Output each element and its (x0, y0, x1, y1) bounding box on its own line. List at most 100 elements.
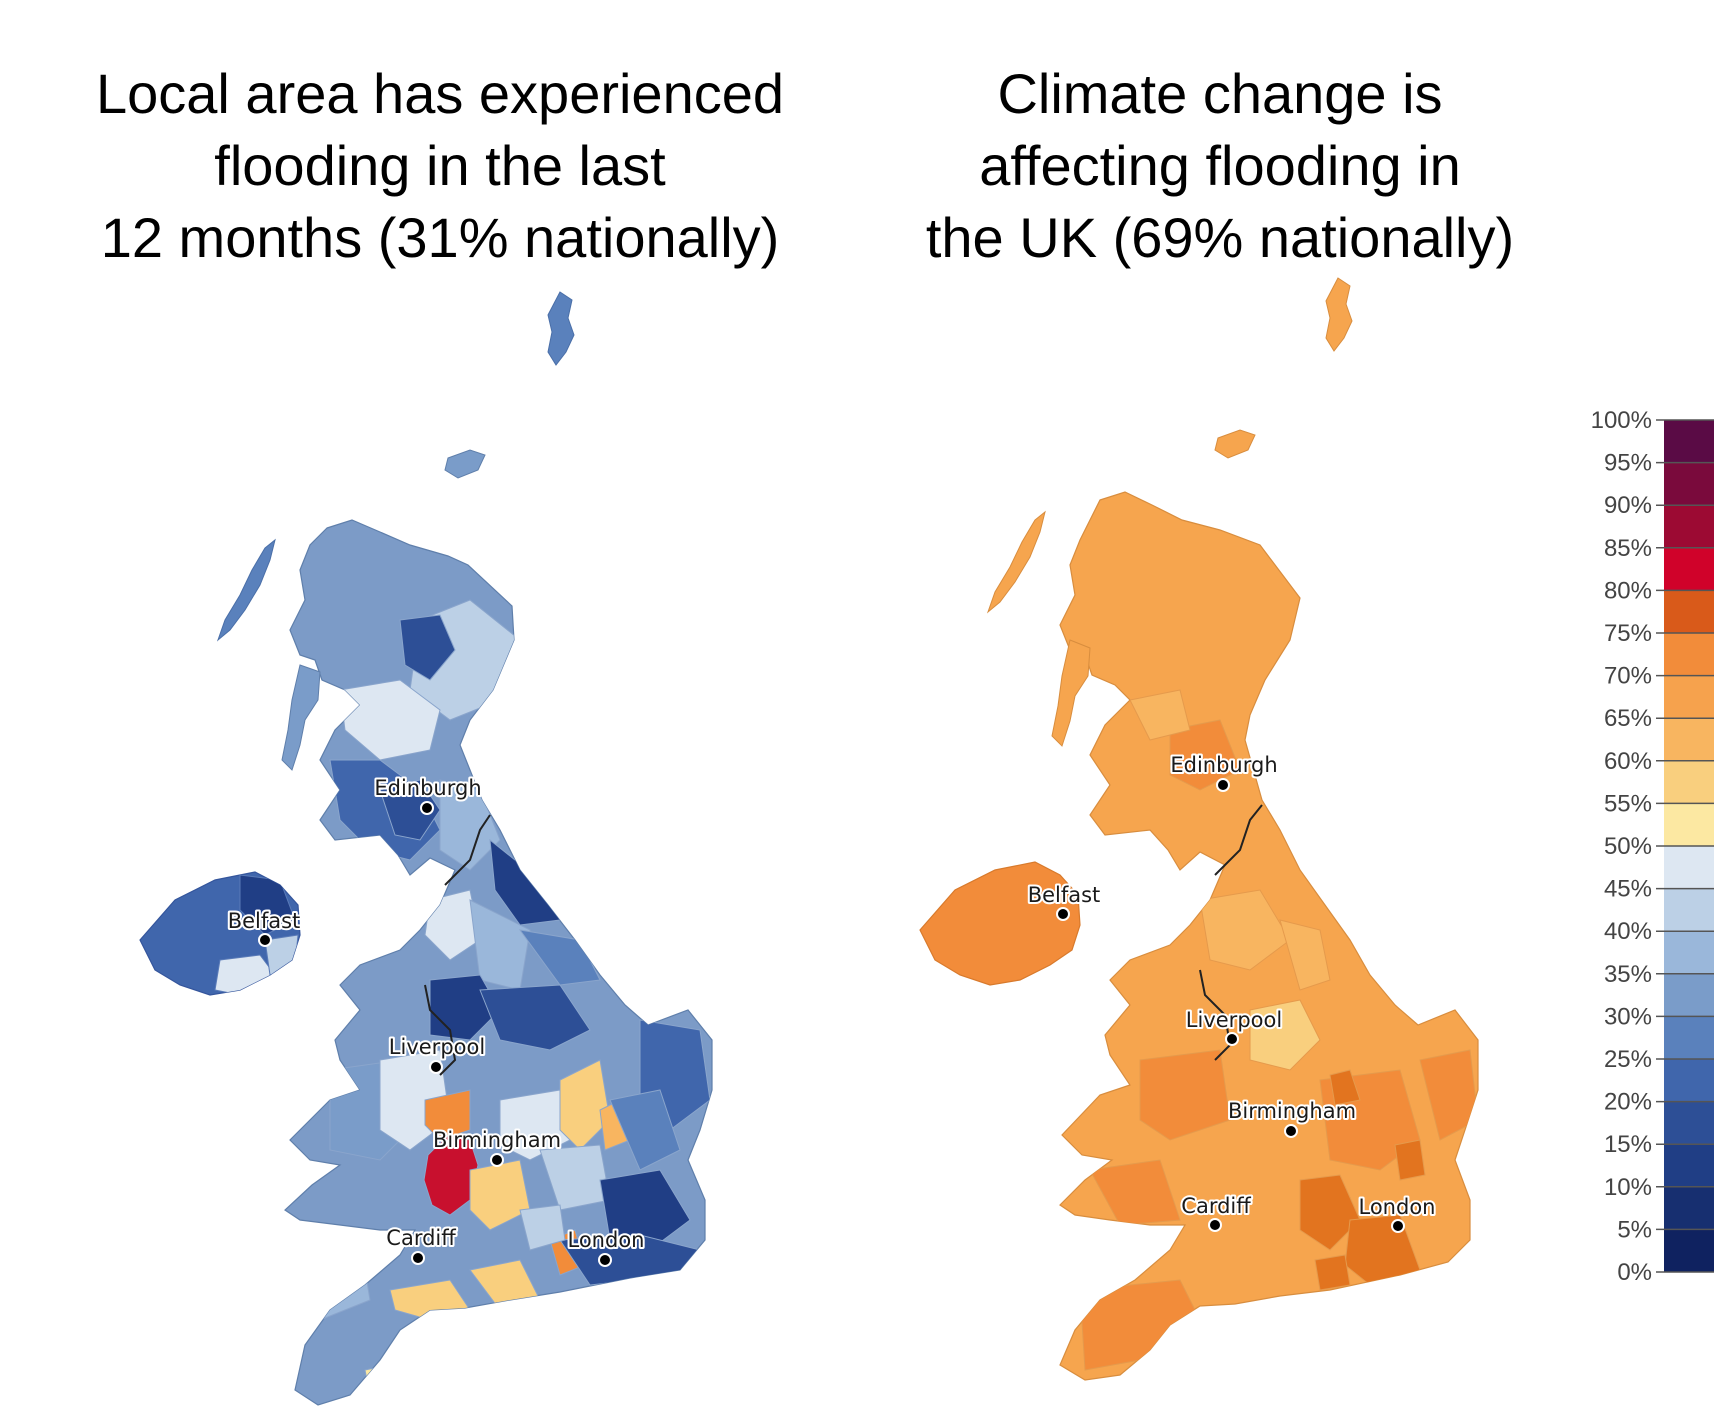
legend-tick-label: 100% (1591, 407, 1652, 434)
city-marker-icon (411, 1251, 425, 1265)
legend-tick-label: 70% (1604, 663, 1652, 690)
legend-swatch (1664, 846, 1714, 890)
legend-tick-label: 45% (1604, 876, 1652, 903)
legend-tick-label: 60% (1604, 748, 1652, 775)
legend-swatch (1664, 547, 1714, 591)
right-title-line-1: Climate change is (997, 62, 1443, 125)
city-label: Birmingham (433, 1128, 561, 1152)
legend-swatch (1664, 1144, 1714, 1188)
legend-swatch (1664, 760, 1714, 804)
legend-colorbar (1664, 420, 1714, 1273)
right-map-borders (1199, 804, 1263, 1061)
right-map (919, 277, 1479, 1381)
city-marker-icon (1284, 1124, 1298, 1138)
city-marker-icon (1208, 1218, 1222, 1232)
left-map-hebrides (216, 538, 276, 642)
legend-swatch (1664, 1186, 1714, 1230)
right-title-line-3: the UK (69% nationally) (925, 206, 1515, 269)
legend-tick-label: 80% (1604, 577, 1652, 604)
legend-swatch (1664, 633, 1714, 677)
city-label: Belfast (228, 909, 301, 933)
legend-tick-label: 35% (1604, 961, 1652, 988)
legend-swatch (1664, 675, 1714, 719)
legend-tick-label: 55% (1604, 790, 1652, 817)
legend-swatch (1664, 803, 1714, 847)
right-city-liverpool[interactable]: Liverpool (1184, 1006, 1284, 1046)
legend-tick-label: 0% (1617, 1259, 1652, 1286)
right-map-regions (1079, 689, 1478, 1371)
legend-tick-label: 50% (1604, 833, 1652, 860)
left-map-west-coast-islands (281, 664, 321, 771)
left-title-line-1: Local area has experienced (95, 62, 785, 125)
legend-tick-label: 65% (1604, 705, 1652, 732)
city-marker-icon (420, 801, 434, 815)
left-map-shetland (547, 291, 575, 366)
city-label: Birmingham (1228, 1099, 1356, 1123)
legend-swatch (1664, 1101, 1714, 1145)
legend-swatch (1664, 931, 1714, 975)
city-marker-icon (1391, 1219, 1405, 1233)
left-title-line-3: 12 months (31% nationally) (100, 206, 780, 269)
legend-swatch (1664, 973, 1714, 1017)
left-title-line-2: flooding in the last (214, 134, 666, 197)
right-city-london[interactable]: London (1357, 1193, 1437, 1233)
left-city-london[interactable]: London (566, 1226, 646, 1267)
right-map-shetland (1325, 277, 1353, 352)
city-label: Cardiff (1181, 1194, 1251, 1218)
city-marker-icon (490, 1153, 504, 1167)
legend-swatch (1664, 505, 1714, 549)
left-city-edinburgh[interactable]: Edinburgh (372, 774, 484, 815)
legend-tick-label: 5% (1617, 1216, 1652, 1243)
left-map-cities: Edinburgh Belfast Liverpool Birmingham C… (226, 774, 646, 1267)
legend-tick-label: 25% (1604, 1046, 1652, 1073)
city-label: London (568, 1228, 645, 1252)
right-map-west-coast-islands (1051, 639, 1091, 747)
city-label: Edinburgh (374, 776, 481, 800)
city-label: Cardiff (386, 1226, 456, 1250)
city-label: Edinburgh (1170, 753, 1277, 777)
legend-tick-label: 30% (1604, 1003, 1652, 1030)
legend-swatch (1664, 420, 1714, 464)
right-map-title: Climate change is affecting flooding in … (820, 58, 1620, 274)
legend-swatch (1664, 888, 1714, 932)
right-map-northern-ireland[interactable] (919, 861, 1081, 986)
legend-swatch (1664, 1059, 1714, 1103)
legend-tick-label: 75% (1604, 620, 1652, 647)
left-city-birmingham[interactable]: Birmingham (431, 1126, 563, 1167)
right-city-birmingham[interactable]: Birmingham (1226, 1097, 1358, 1138)
right-city-edinburgh[interactable]: Edinburgh (1168, 751, 1280, 792)
city-marker-icon (1216, 778, 1230, 792)
legend-swatch (1664, 462, 1714, 506)
city-marker-icon (1225, 1032, 1239, 1046)
left-map-regions (299, 599, 711, 1396)
city-marker-icon (429, 1060, 443, 1074)
legend-tick-label: 40% (1604, 918, 1652, 945)
left-map-title: Local area has experienced flooding in t… (40, 58, 840, 274)
right-map-cities: Edinburgh Belfast Liverpool Birmingham C… (1026, 751, 1437, 1233)
left-map (139, 291, 713, 1406)
legend-tick-label: 90% (1604, 492, 1652, 519)
right-city-belfast[interactable]: Belfast (1026, 881, 1102, 921)
legend-ticks: 100% 95% 90% 85% 80% 75% 70% 65% 60% 55% 50% 45% 40%… (1591, 407, 1714, 1286)
city-marker-icon (258, 933, 272, 947)
left-city-liverpool[interactable]: Liverpool (387, 1033, 487, 1074)
legend-tick-label: 85% (1604, 535, 1652, 562)
legend-tick-label: 15% (1604, 1131, 1652, 1158)
legend-tick-label: 95% (1604, 450, 1652, 477)
right-map-orkney (1214, 429, 1256, 459)
left-map-orkney (444, 449, 486, 479)
city-label: London (1359, 1195, 1436, 1219)
legend-tick-label: 10% (1604, 1174, 1652, 1201)
legend-swatch (1664, 590, 1714, 634)
city-label: Liverpool (389, 1035, 485, 1059)
legend-swatch (1664, 1016, 1714, 1060)
left-city-cardiff[interactable]: Cardiff (384, 1224, 458, 1265)
right-map-hebrides (986, 510, 1046, 614)
left-map-borders (424, 814, 491, 1076)
legend-swatch (1664, 718, 1714, 762)
right-city-cardiff[interactable]: Cardiff (1179, 1192, 1253, 1232)
right-title-line-2: affecting flooding in (979, 134, 1461, 197)
legend-tick-label: 20% (1604, 1089, 1652, 1116)
left-city-belfast[interactable]: Belfast (226, 907, 302, 947)
